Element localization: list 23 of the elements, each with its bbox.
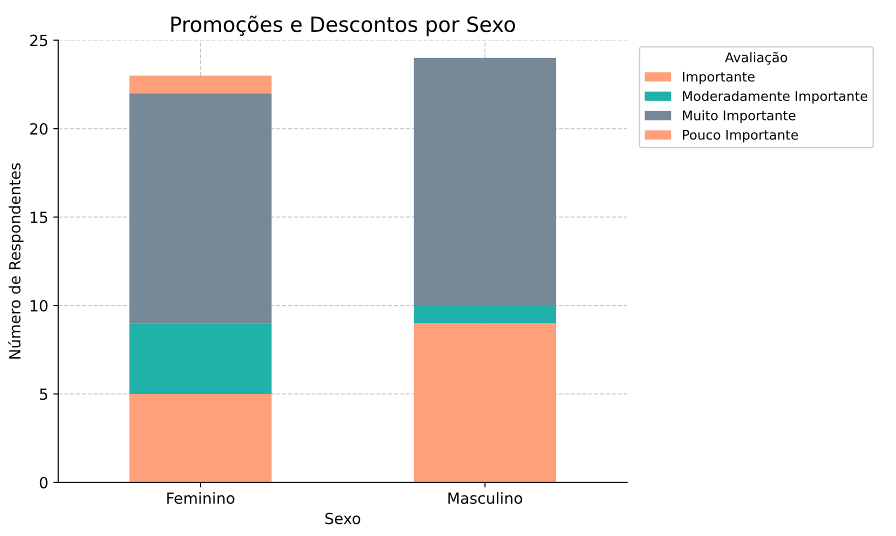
x-tick-label: Masculino [448,492,522,504]
x-tick-label: Feminino [167,492,234,504]
bar [129,323,272,394]
legend-title: Avaliação [724,52,788,65]
bar [129,394,272,482]
bar [129,93,272,324]
y-tick-label: 15 [30,212,48,224]
legend-label: Muito Importante [683,110,796,123]
y-tick-label: 25 [30,34,48,46]
bar [129,76,272,94]
y-tick-label: 10 [30,300,48,312]
bar [414,306,556,324]
bar [414,323,556,482]
y-tick-label: 0 [40,476,48,488]
y-tick-label: 5 [40,388,48,400]
legend-label: Moderadamente Importante [683,90,868,104]
bar [414,58,556,306]
chart-title: Promoções e Descontos por Sexo [171,16,515,36]
y-tick-label: 20 [30,123,48,135]
legend-label: Pouco Importante [683,130,798,142]
legend-label: Importante [683,72,755,84]
x-axis-title: Sexo [325,512,360,524]
y-axis-title: Número de Respondentes [8,163,24,359]
